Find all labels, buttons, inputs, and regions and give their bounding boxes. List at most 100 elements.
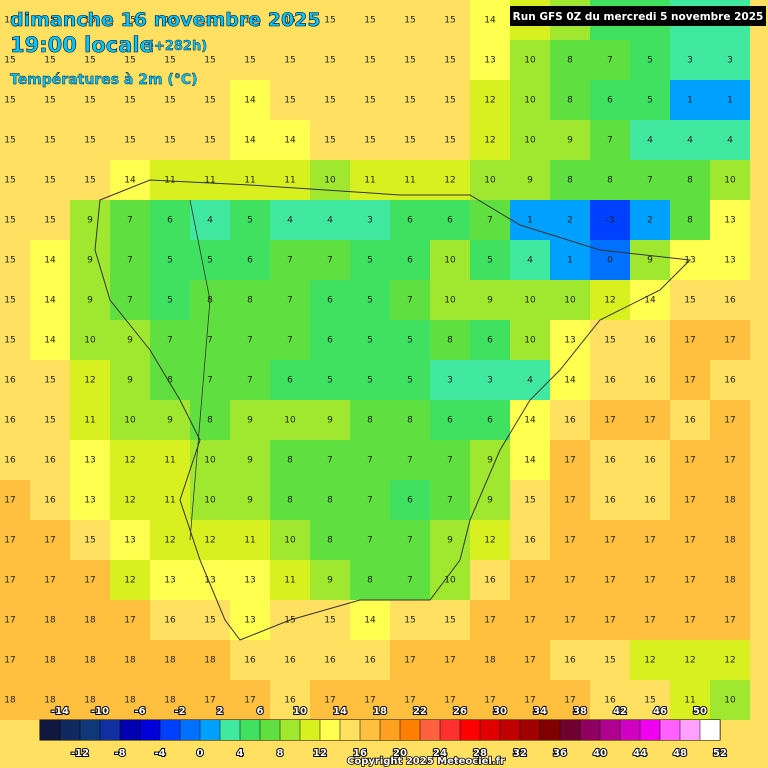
temp-cell — [390, 40, 430, 80]
temp-cell — [150, 120, 190, 160]
temp-cell — [0, 280, 30, 320]
temp-value: 8 — [207, 416, 213, 426]
temp-cell — [0, 80, 30, 120]
scale-box — [520, 720, 540, 740]
scale-box — [340, 720, 360, 740]
temp-value: 14 — [44, 256, 56, 266]
temp-cell — [670, 80, 710, 120]
temp-cell — [670, 280, 710, 320]
temp-cell — [470, 40, 510, 80]
temp-cell — [190, 560, 230, 600]
temp-cell — [310, 520, 350, 560]
temp-value: 17 — [724, 456, 735, 466]
temp-value: 14 — [644, 296, 656, 306]
temp-value: 17 — [564, 536, 575, 546]
temp-cell — [190, 480, 230, 520]
temp-cell — [230, 240, 270, 280]
scale-label: 42 — [613, 706, 627, 717]
temp-cell — [270, 280, 310, 320]
temp-value: 5 — [167, 256, 173, 266]
temp-value: 14 — [244, 136, 256, 146]
temp-cell — [230, 400, 270, 440]
temp-value: 18 — [724, 536, 736, 546]
temp-cell — [630, 680, 670, 720]
temp-value: 15 — [444, 16, 455, 26]
temp-value: 12 — [484, 136, 495, 146]
temp-value: 15 — [404, 96, 415, 106]
temp-value: 2 — [647, 216, 653, 226]
scale-box — [260, 720, 280, 740]
temp-value: 11 — [204, 176, 215, 186]
temp-value: 16 — [284, 696, 296, 706]
temp-value: 17 — [564, 576, 575, 586]
temp-value: 15 — [404, 16, 415, 26]
scale-box — [100, 720, 120, 740]
scale-label: 16 — [353, 748, 367, 759]
temp-cell — [390, 520, 430, 560]
scale-box — [40, 720, 60, 740]
temp-cell — [710, 360, 750, 400]
scale-label: 18 — [373, 706, 387, 717]
temp-value: 16 — [44, 456, 56, 466]
scale-label: 26 — [453, 706, 467, 717]
temp-cell — [30, 600, 70, 640]
temp-cell — [430, 240, 470, 280]
temp-value: 10 — [124, 416, 136, 426]
temp-cell — [110, 400, 150, 440]
temp-cell — [110, 280, 150, 320]
temp-value: 9 — [247, 416, 253, 426]
temp-value: 17 — [684, 576, 695, 586]
temp-cell — [270, 560, 310, 600]
temp-cell — [550, 440, 590, 480]
temp-value: 6 — [327, 336, 333, 346]
temp-cell — [150, 520, 190, 560]
temp-value: 14 — [524, 416, 536, 426]
temp-cell — [470, 360, 510, 400]
temp-value: 18 — [44, 616, 56, 626]
temp-value: 16 — [284, 656, 296, 666]
temp-cell — [350, 360, 390, 400]
temp-cell — [190, 360, 230, 400]
temp-value: 7 — [607, 136, 613, 146]
temp-cell — [590, 400, 630, 440]
temp-value: 17 — [444, 696, 455, 706]
temp-value: 11 — [244, 536, 255, 546]
scale-label: 50 — [693, 706, 707, 717]
temp-cell — [110, 40, 150, 80]
temp-value: 17 — [564, 456, 575, 466]
temp-cell — [310, 200, 350, 240]
temp-value: 17 — [564, 496, 575, 506]
scale-box — [220, 720, 240, 740]
temp-cell — [670, 360, 710, 400]
temp-value: 15 — [444, 616, 455, 626]
temp-cell — [110, 520, 150, 560]
temp-cell — [110, 200, 150, 240]
temp-cell — [350, 80, 390, 120]
temp-value: 10 — [724, 176, 736, 186]
temp-value: 17 — [604, 616, 615, 626]
temp-value: 15 — [124, 56, 135, 66]
scale-box — [700, 720, 720, 740]
temp-cell — [710, 440, 750, 480]
temp-cell — [550, 240, 590, 280]
temp-value: 18 — [44, 696, 56, 706]
temp-value: 17 — [644, 536, 655, 546]
temp-value: 16 — [644, 336, 656, 346]
temp-cell — [0, 520, 30, 560]
temp-value: 7 — [247, 336, 253, 346]
temp-cell — [390, 680, 430, 720]
temp-value: 8 — [327, 536, 333, 546]
temp-value: 10 — [524, 296, 536, 306]
temp-value: 16 — [644, 376, 656, 386]
temp-cell — [390, 360, 430, 400]
temp-cell — [510, 120, 550, 160]
temp-cell — [470, 480, 510, 520]
temp-value: 7 — [127, 296, 133, 306]
run: Run GFS 0Z du mercredi 5 novembre 2025 — [513, 11, 764, 23]
temp-cell — [310, 80, 350, 120]
temp-cell — [470, 680, 510, 720]
temp-value: 16 — [164, 616, 176, 626]
temp-cell — [310, 160, 350, 200]
temp-value: 17 — [724, 616, 735, 626]
temp-value: 16 — [604, 376, 616, 386]
